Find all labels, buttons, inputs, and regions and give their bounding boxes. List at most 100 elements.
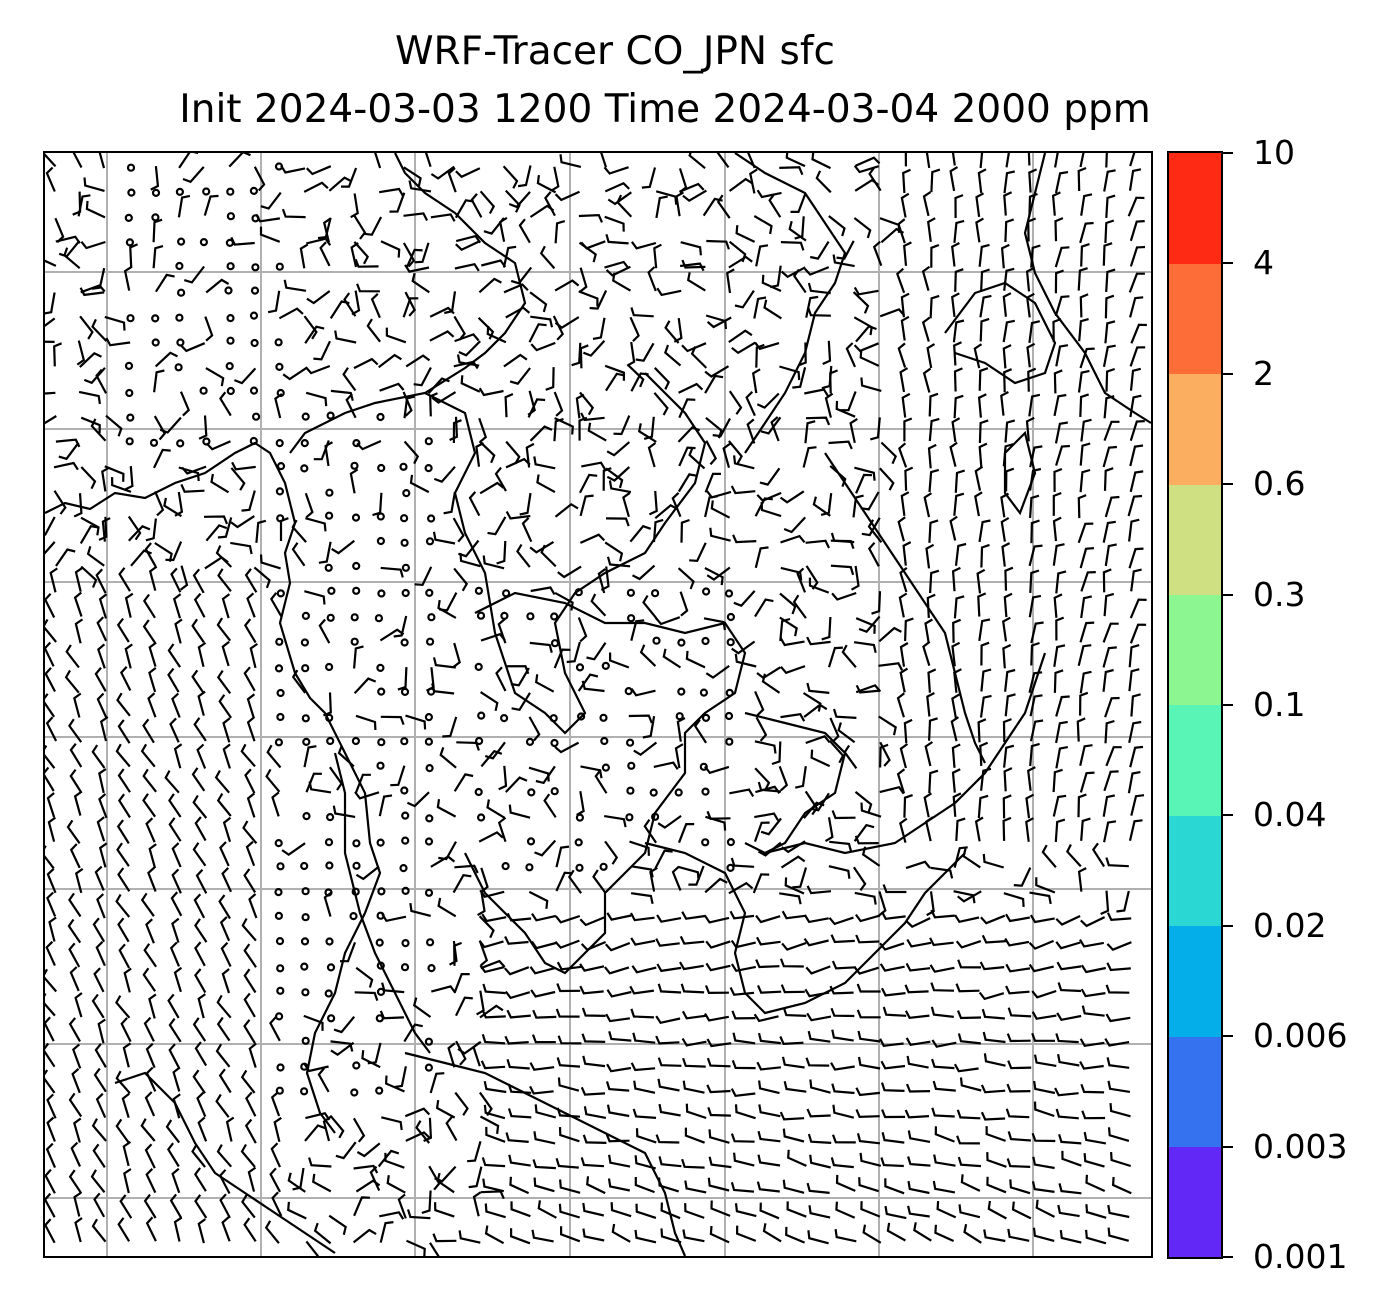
- calm-wind-circle: [325, 662, 334, 672]
- map-panel[interactable]: [43, 151, 1153, 1258]
- wind-barb: [539, 245, 556, 270]
- wind-barb: [303, 315, 318, 340]
- calm-wind-circle: [575, 663, 585, 672]
- calm-wind-circle: [176, 338, 185, 347]
- wind-barb: [79, 524, 99, 544]
- wind-barb: [246, 693, 256, 719]
- wind-barb: [779, 1111, 805, 1121]
- wind-barb: [980, 268, 990, 293]
- wind-barb: [498, 765, 508, 791]
- wind-barb: [881, 987, 906, 997]
- wind-barb: [860, 491, 880, 511]
- calm-wind-circle: [324, 989, 333, 998]
- wind-barb: [578, 213, 604, 223]
- wind-barb: [681, 911, 707, 920]
- wind-barb: [1005, 467, 1015, 492]
- calm-wind-circle: [301, 988, 310, 997]
- wind-barb: [794, 766, 807, 789]
- wind-barb: [421, 1190, 432, 1214]
- wind-barb: [150, 165, 160, 191]
- calm-wind-circle: [301, 887, 310, 896]
- calm-wind-circle: [151, 338, 160, 347]
- wind-barb: [304, 590, 326, 605]
- calm-wind-circle: [351, 887, 360, 896]
- wind-barb: [481, 1033, 506, 1045]
- wind-barb: [517, 165, 532, 188]
- wind-barb: [1079, 393, 1090, 417]
- wind-barb: [731, 341, 756, 355]
- wind-barb: [159, 416, 182, 434]
- colorbar-tick-label: 0.3: [1253, 574, 1306, 614]
- wind-barb: [779, 365, 801, 381]
- wind-barb: [779, 958, 804, 968]
- wind-barb: [165, 541, 183, 562]
- wind-barb: [978, 991, 1005, 1001]
- wind-barb: [679, 262, 705, 272]
- wind-barb: [592, 317, 606, 340]
- wind-barb: [553, 417, 564, 442]
- wind-barb: [932, 1080, 956, 1092]
- wind-barb: [378, 353, 402, 369]
- wind-barb: [1002, 816, 1012, 841]
- calm-wind-circle: [401, 811, 410, 820]
- calm-wind-circle: [677, 687, 686, 696]
- wind-barb: [1031, 989, 1057, 999]
- wind-barb: [45, 1168, 56, 1194]
- wind-barb: [1011, 1201, 1032, 1220]
- wind-barb: [454, 262, 480, 272]
- wind-barb: [655, 195, 668, 219]
- wind-barb: [221, 1216, 231, 1242]
- wind-barb: [412, 997, 432, 1018]
- calm-wind-circle: [250, 338, 259, 348]
- wind-barb: [80, 240, 106, 250]
- wind-barb: [806, 1182, 830, 1194]
- wind-barb: [475, 442, 485, 467]
- wind-barb: [405, 354, 431, 368]
- wind-barb: [478, 915, 495, 939]
- wind-barb: [855, 1087, 881, 1097]
- wind-barb: [836, 240, 855, 260]
- chart-subtitle: Init 2024-03-03 1200 Time 2024-03-04 200…: [179, 87, 1151, 132]
- wind-barb: [505, 440, 521, 465]
- colorbar-tick: [1223, 1035, 1233, 1038]
- wind-barb: [1055, 444, 1070, 466]
- calm-wind-circle: [400, 538, 409, 547]
- wind-barb: [170, 567, 182, 593]
- wind-barb: [930, 866, 954, 879]
- wind-barb: [704, 985, 729, 995]
- calm-wind-circle: [275, 936, 285, 946]
- wind-barb: [379, 382, 405, 392]
- wind-barb: [784, 877, 805, 895]
- wind-barb: [253, 566, 271, 589]
- wind-barb: [820, 492, 833, 516]
- wind-barb: [854, 891, 877, 905]
- wind-barb: [810, 749, 831, 768]
- wind-barb: [957, 1033, 981, 1045]
- wind-barb: [716, 194, 731, 219]
- wind-barb: [374, 153, 382, 169]
- wind-barb: [142, 768, 157, 793]
- wind-barb: [1028, 168, 1038, 193]
- wind-barb: [243, 992, 256, 1018]
- wind-barb: [76, 340, 86, 366]
- wind-barb: [845, 342, 857, 368]
- wind-barb: [730, 963, 757, 973]
- wind-barb: [167, 643, 182, 668]
- wind-barb: [857, 1056, 881, 1070]
- wind-barb: [204, 316, 214, 342]
- wind-barb: [858, 1177, 880, 1193]
- wind-barb: [119, 1194, 133, 1219]
- wind-barb: [1028, 393, 1041, 417]
- wind-barb: [95, 941, 106, 967]
- wind-barb: [337, 745, 355, 768]
- wind-barb: [978, 618, 991, 642]
- wind-barb: [430, 165, 455, 180]
- calm-wind-circle: [427, 514, 436, 523]
- wind-barb: [1053, 393, 1067, 417]
- wind-barb: [781, 840, 806, 854]
- wind-barb: [171, 692, 181, 718]
- wind-barb: [122, 1140, 132, 1167]
- wind-barb: [680, 518, 690, 543]
- wind-barb: [105, 337, 131, 347]
- wind-barb: [241, 917, 257, 942]
